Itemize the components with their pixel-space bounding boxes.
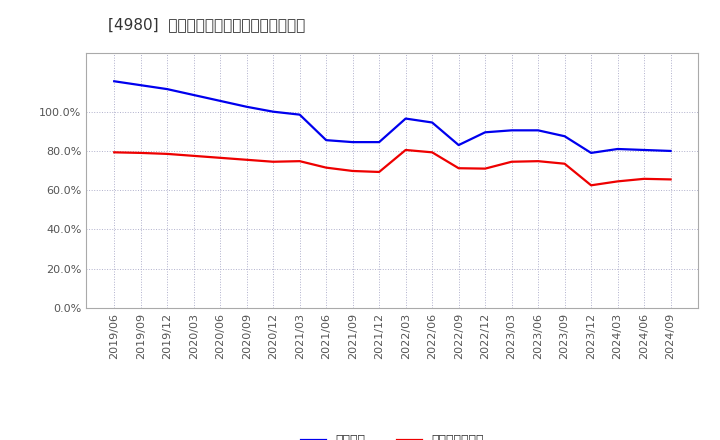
固定長期適合率: [508, 159, 516, 165]
固定長期適合率: [110, 150, 119, 155]
固定比率: [481, 130, 490, 135]
固定比率: [375, 139, 384, 145]
固定長期適合率: [348, 169, 357, 174]
固定長期適合率: [587, 183, 595, 188]
Text: [4980]  固定比率、固定長期適合率の推移: [4980] 固定比率、固定長期適合率の推移: [108, 18, 305, 33]
固定比率: [110, 79, 119, 84]
固定長期適合率: [136, 150, 145, 156]
固定比率: [243, 104, 251, 110]
固定比率: [295, 112, 304, 117]
固定比率: [269, 109, 277, 114]
固定比率: [454, 143, 463, 148]
固定長期適合率: [666, 177, 675, 182]
固定比率: [534, 128, 542, 133]
固定長期適合率: [243, 157, 251, 162]
固定長期適合率: [216, 155, 225, 161]
固定比率: [136, 83, 145, 88]
固定比率: [189, 92, 198, 98]
固定長期適合率: [560, 161, 569, 166]
固定比率: [587, 150, 595, 156]
固定長期適合率: [454, 165, 463, 171]
固定比率: [216, 98, 225, 103]
固定比率: [508, 128, 516, 133]
固定比率: [613, 147, 622, 152]
固定比率: [401, 116, 410, 121]
固定比率: [666, 148, 675, 154]
固定長期適合率: [613, 179, 622, 184]
Line: 固定比率: 固定比率: [114, 81, 670, 153]
固定長期適合率: [481, 166, 490, 171]
固定比率: [428, 120, 436, 125]
固定比率: [163, 87, 171, 92]
固定長期適合率: [163, 151, 171, 157]
固定長期適合率: [269, 159, 277, 165]
固定比率: [560, 134, 569, 139]
Line: 固定長期適合率: 固定長期適合率: [114, 150, 670, 185]
固定長期適合率: [189, 153, 198, 158]
固定長期適合率: [295, 158, 304, 164]
固定長期適合率: [534, 158, 542, 164]
Legend: 固定比率, 固定長期適合率: 固定比率, 固定長期適合率: [295, 429, 490, 440]
固定比率: [322, 138, 330, 143]
固定長期適合率: [428, 150, 436, 155]
固定比率: [640, 147, 649, 153]
固定長期適合率: [640, 176, 649, 181]
固定長期適合率: [322, 165, 330, 170]
固定長期適合率: [401, 147, 410, 153]
固定比率: [348, 139, 357, 145]
固定長期適合率: [375, 169, 384, 175]
